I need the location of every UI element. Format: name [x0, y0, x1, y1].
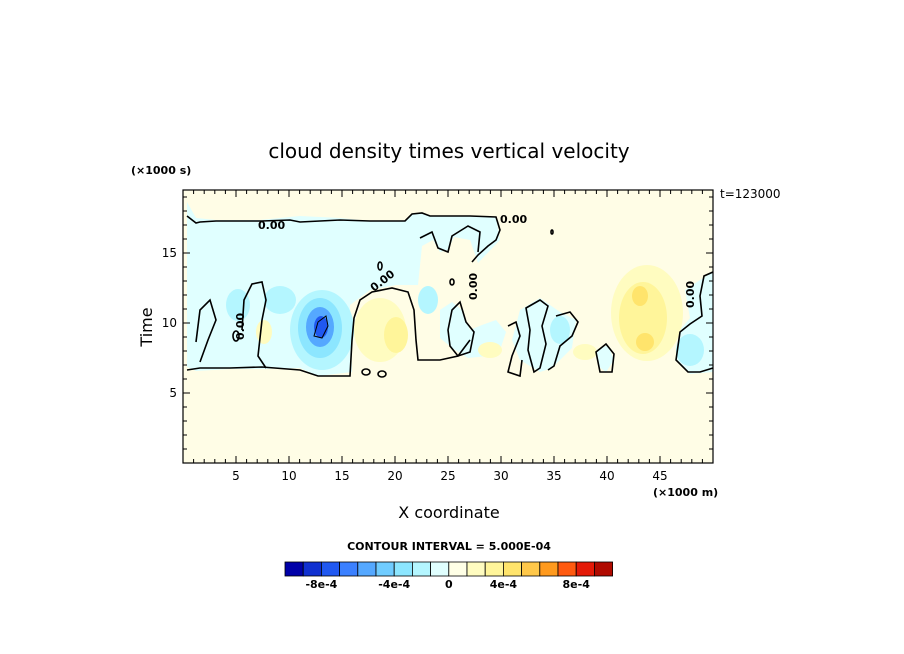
- colorbar-swatch: [484, 561, 504, 577]
- zero-contour-dot-3: [377, 370, 387, 378]
- positive-core-east-1: [632, 286, 648, 306]
- positive-core-east-2: [636, 333, 654, 351]
- zero-contour-lower: [186, 287, 471, 377]
- colorbar-swatch: [411, 561, 431, 577]
- zero-contour-dot-1: [377, 261, 383, 271]
- y-axis-label: Time: [137, 307, 156, 347]
- y-axis: 5 10 15: [162, 196, 713, 450]
- zero-contour-blue-core: [313, 315, 329, 339]
- zero-contour-east: [675, 271, 714, 373]
- contour-label-6: 0.00: [684, 281, 697, 308]
- x-tick-label: 25: [440, 469, 455, 483]
- x-unit-label: (×1000 m): [653, 486, 718, 499]
- contour-label-1: 0.00: [258, 219, 285, 232]
- contour-label-5: 0.00: [467, 273, 480, 300]
- x-tick-label: 15: [334, 469, 349, 483]
- colorbar-swatch: [357, 561, 377, 577]
- positive-region-west: [256, 320, 272, 344]
- zero-contour-west-1: [195, 298, 217, 363]
- colorbar-label: 8e-4: [563, 578, 591, 591]
- positive-region-mid-3: [573, 344, 597, 360]
- x-tick-label: 30: [493, 469, 508, 483]
- zero-contour-mid-1: [419, 225, 481, 254]
- chart-title: cloud density times vertical velocity: [268, 139, 629, 163]
- positive-contour-mid: [384, 317, 408, 353]
- x-tick-label: 45: [652, 469, 667, 483]
- zero-contour-mid-3: [507, 320, 523, 378]
- contour-label-2: 0.00: [500, 213, 527, 226]
- blue-patch-east: [676, 334, 704, 366]
- zero-contour-dot-6: [550, 229, 554, 235]
- positive-region-mid-2: [478, 342, 502, 358]
- plot-area: 0.00 0.00 0.00 0.00 0.00 0.00: [182, 189, 714, 464]
- colorbar-label: -4e-4: [378, 578, 410, 591]
- negative-region-small-2: [596, 345, 614, 372]
- x-tick-label: 10: [281, 469, 296, 483]
- zero-contour-mid-4: [525, 299, 549, 374]
- x-axis-label: X coordinate: [398, 503, 499, 522]
- blue-patch-west: [226, 289, 250, 321]
- y-tick-label: 15: [162, 246, 177, 260]
- zero-contour-dot-5: [232, 330, 240, 342]
- y-tick-label: 10: [162, 316, 177, 330]
- x-tick-label: 40: [599, 469, 614, 483]
- y-tick-label: 5: [169, 386, 177, 400]
- colorbar-swatch: [284, 561, 304, 577]
- colorbar-swatch: [430, 561, 450, 577]
- colorbar: -8e-4 -4e-4 0 4e-4 8e-4: [284, 561, 614, 591]
- x-tick-label: 35: [546, 469, 561, 483]
- colorbar-swatch: [539, 561, 559, 577]
- blue-patch-west-2: [264, 286, 296, 314]
- colorbar-swatch: [448, 561, 468, 577]
- colorbar-label: 4e-4: [490, 578, 518, 591]
- time-stamp: t=123000: [720, 187, 781, 201]
- zero-contour-main: [186, 212, 501, 263]
- contour-interval-label: CONTOUR INTERVAL = 5.000E-04: [347, 540, 551, 553]
- colorbar-swatch: [557, 561, 577, 577]
- zero-contour-mid-2: [447, 300, 475, 357]
- zero-contour-dot-2: [361, 368, 371, 376]
- zero-contour-mid-6: [595, 342, 615, 373]
- colorbar-swatch: [521, 561, 541, 577]
- colorbar-swatch: [502, 561, 522, 577]
- blue-patch-east-small: [550, 316, 570, 344]
- colorbar-swatch: [575, 561, 595, 577]
- blue-patch-mid: [418, 286, 438, 314]
- zero-contour-west-2: [241, 281, 267, 369]
- colorbar-swatch: [594, 561, 614, 577]
- colorbar-swatch: [393, 561, 413, 577]
- colorbar-label: 0: [445, 578, 453, 591]
- colorbar-swatch: [375, 561, 395, 577]
- zero-contour-dot-4: [449, 278, 455, 286]
- colorbar-swatch: [466, 561, 486, 577]
- colorbar-swatch: [320, 561, 340, 577]
- x-tick-label: 5: [232, 469, 240, 483]
- x-axis: 5 10 15 20 25 30 35 40 45: [193, 190, 703, 483]
- colorbar-swatch: [302, 561, 322, 577]
- zero-contours: [186, 212, 714, 378]
- colorbar-label: -8e-4: [305, 578, 337, 591]
- positive-contour-east: [619, 282, 667, 354]
- contour-label-4: 0.00: [234, 313, 247, 340]
- zero-contour-mid-5: [547, 311, 579, 371]
- x-tick-label: 20: [387, 469, 402, 483]
- y-unit-label: (×1000 s): [131, 164, 191, 177]
- colorbar-swatch: [339, 561, 359, 577]
